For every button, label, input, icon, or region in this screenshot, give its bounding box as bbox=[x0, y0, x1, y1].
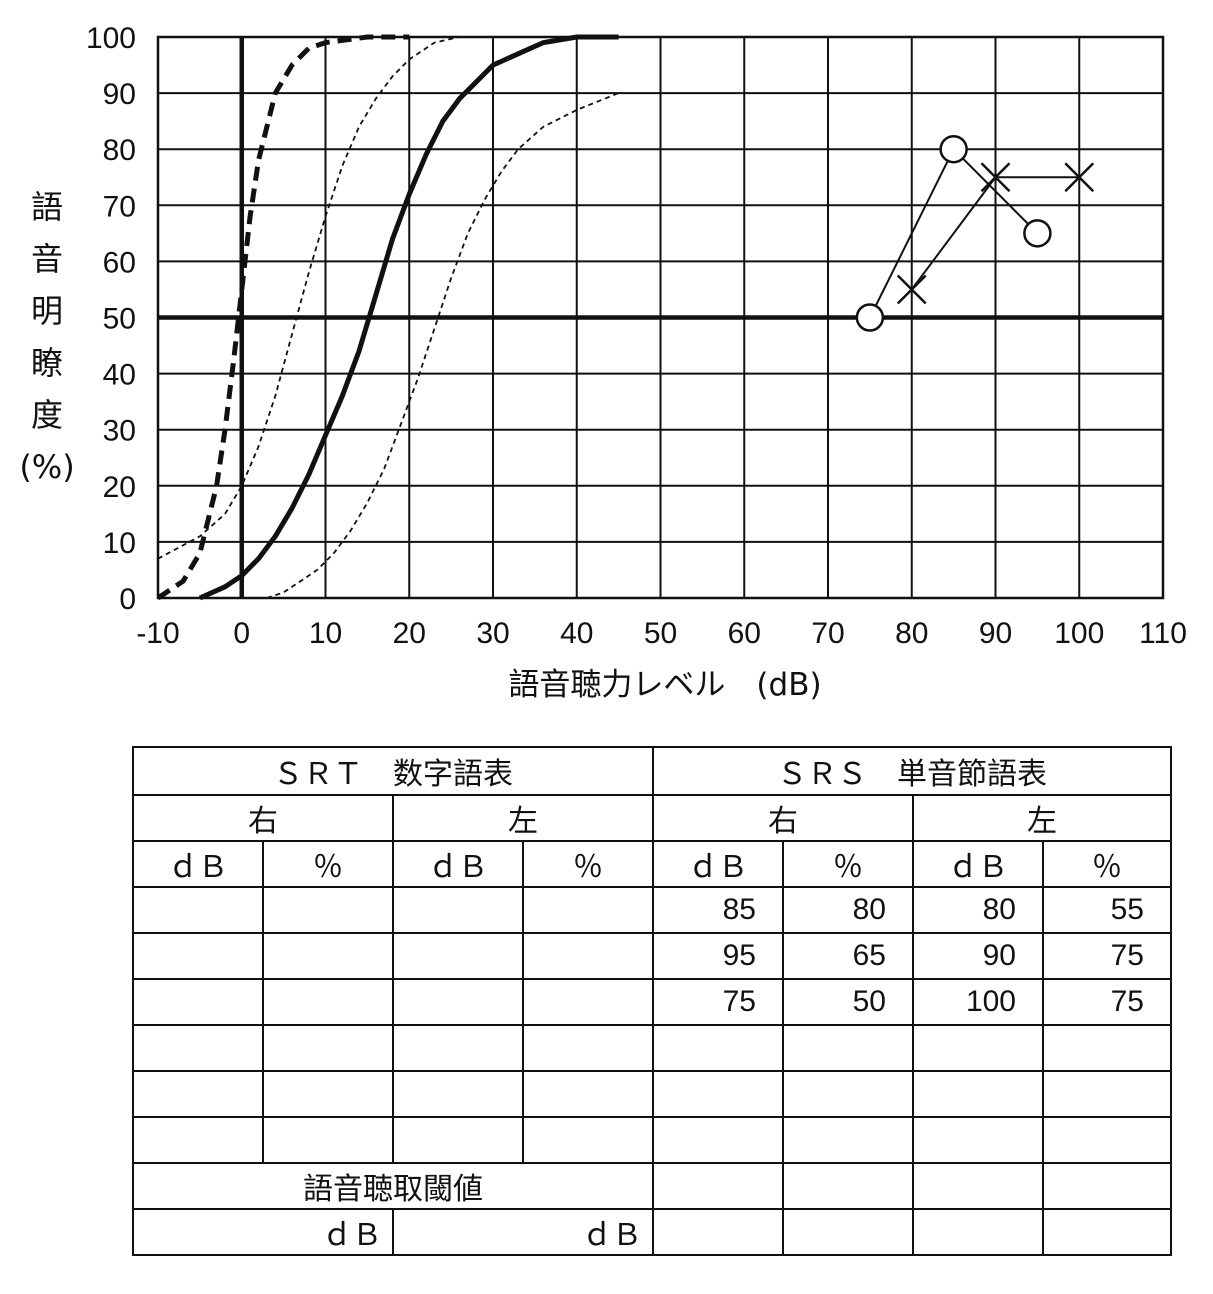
srs-title: ＳＲＳ 単音節語表 bbox=[652, 746, 1172, 796]
x-tick-label: 80 bbox=[895, 617, 928, 650]
threshold-left-unit: ｄＢ bbox=[392, 1208, 654, 1256]
srt-right-db-header: ｄＢ bbox=[132, 840, 264, 888]
speech-audiogram-chart: -10 0 10 20 30 40 50 60 70 80 90 100 110010203040506… bbox=[19, 22, 1187, 703]
x-tick-label: 50 bbox=[644, 617, 677, 650]
srs-left-db: 80 bbox=[912, 886, 1044, 934]
srt-left-header: 左 bbox=[392, 794, 654, 842]
data-point-circle bbox=[855, 303, 885, 332]
y-tick-label: 80 bbox=[103, 134, 136, 167]
table-row: 85 80 80 55 bbox=[132, 886, 1172, 934]
x-tick-label: 10 bbox=[309, 617, 342, 650]
x-tick-label: 0 bbox=[233, 617, 250, 650]
y-tick-label: 40 bbox=[103, 359, 136, 392]
y-tick-label: 90 bbox=[103, 78, 136, 111]
cross-stroke bbox=[1064, 162, 1095, 193]
x-tick-label: -10 bbox=[136, 617, 179, 650]
series-line bbox=[157, 36, 460, 560]
y-tick-label: 60 bbox=[103, 246, 136, 279]
srt-left-db-header: ｄＢ bbox=[392, 840, 524, 888]
cross-stroke bbox=[896, 274, 927, 305]
y-tick-label: 10 bbox=[103, 527, 136, 560]
srt-left-pct-header: ％ bbox=[522, 840, 654, 888]
srt-title: ＳＲＴ 数字語表 bbox=[132, 746, 654, 796]
srs-right-db: 85 bbox=[652, 886, 784, 934]
srt-srs-table: ＳＲＴ 数字語表 ＳＲＳ 単音節語表 右 左 右 左 ｄＢ ％ ｄＢ ％ ｄＢ … bbox=[132, 746, 1172, 1256]
cross-stroke bbox=[980, 162, 1011, 193]
srs-left-db-header: ｄＢ bbox=[912, 840, 1044, 888]
y-tick-label: 20 bbox=[103, 471, 136, 504]
srs-right-db: 75 bbox=[652, 978, 784, 1026]
x-tick-label: 40 bbox=[560, 617, 593, 650]
y-axis-label-char: 語 bbox=[31, 188, 63, 226]
x-tick-label: 30 bbox=[476, 617, 509, 650]
x-tick-label: 20 bbox=[393, 617, 426, 650]
srs-left-pct: 75 bbox=[1042, 932, 1172, 980]
srs-right-pct-header: ％ bbox=[782, 840, 914, 888]
srs-left-header: 左 bbox=[912, 794, 1172, 842]
srs-right-pct: 80 bbox=[782, 886, 914, 934]
srt-right-header: 右 bbox=[132, 794, 394, 842]
y-axis-label-char: 度 bbox=[31, 396, 63, 434]
y-tick-label: 70 bbox=[103, 190, 136, 223]
data-point-circle bbox=[1023, 219, 1052, 248]
y-axis-label-char: (%) bbox=[19, 448, 74, 486]
srs-right-header: 右 bbox=[652, 794, 914, 842]
y-tick-label: 100 bbox=[86, 22, 136, 55]
y-axis-label-char: 瞭 bbox=[31, 344, 63, 382]
srs-right-pct: 50 bbox=[782, 978, 914, 1026]
data-point-cross bbox=[896, 274, 927, 305]
series-line bbox=[198, 34, 619, 601]
y-tick-label: 30 bbox=[103, 415, 136, 448]
table-row bbox=[132, 1070, 1172, 1118]
srs-left-db: 100 bbox=[912, 978, 1044, 1026]
series-line bbox=[156, 34, 410, 601]
x-tick-label: 70 bbox=[811, 617, 844, 650]
srs-left-pct-header: ％ bbox=[1042, 840, 1172, 888]
x-tick-label: 100 bbox=[1054, 617, 1104, 650]
srs-right-db-header: ｄＢ bbox=[652, 840, 784, 888]
x-tick-label: 60 bbox=[728, 617, 761, 650]
y-tick-label: 0 bbox=[119, 583, 136, 616]
table-row: 95 65 90 75 bbox=[132, 932, 1172, 980]
threshold-label: 語音聴取閾値 bbox=[132, 1162, 654, 1210]
series-line bbox=[266, 92, 619, 599]
srs-left-pct: 75 bbox=[1042, 978, 1172, 1026]
table-row bbox=[132, 1116, 1172, 1164]
data-point-circle bbox=[939, 134, 968, 164]
data-point-cross bbox=[1064, 162, 1095, 193]
x-axis-label: 語音聴力レベル (dB) bbox=[508, 667, 821, 703]
x-tick-label: 110 bbox=[1139, 617, 1187, 650]
threshold-right-unit: ｄＢ bbox=[132, 1208, 394, 1256]
srs-left-pct: 55 bbox=[1042, 886, 1172, 934]
y-axis-label-char: 明 bbox=[31, 292, 63, 330]
y-axis-label-char: 音 bbox=[31, 240, 63, 278]
srs-right-db: 95 bbox=[652, 932, 784, 980]
table-row bbox=[132, 1024, 1172, 1072]
srs-left-db: 90 bbox=[912, 932, 1044, 980]
srs-right-pct: 65 bbox=[782, 932, 914, 980]
table-row: 75 50 100 75 bbox=[132, 978, 1172, 1026]
data-point-cross bbox=[980, 162, 1011, 193]
y-tick-label: 50 bbox=[103, 303, 136, 336]
srt-right-pct-header: ％ bbox=[262, 840, 394, 888]
x-tick-label: 90 bbox=[979, 617, 1012, 650]
